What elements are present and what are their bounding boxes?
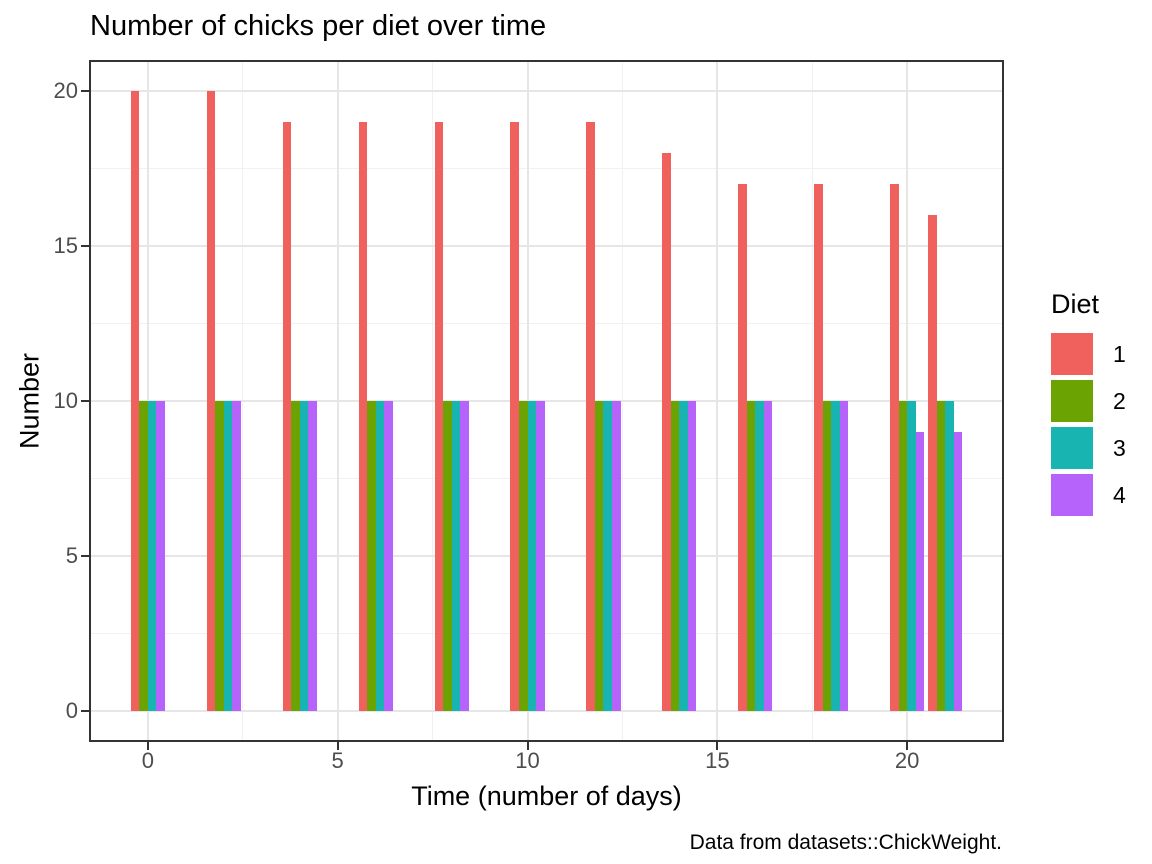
y-tick-mark xyxy=(81,245,89,247)
bar-diet-2-time-10 xyxy=(518,401,528,711)
bar-diet-4-time-14 xyxy=(687,401,697,711)
legend-label-diet-4: 4 xyxy=(1113,481,1126,508)
y-tick-mark xyxy=(81,555,89,557)
gridline-major-horizontal xyxy=(89,400,1004,402)
legend-label-diet-2: 2 xyxy=(1113,387,1126,414)
bar-diet-2-time-20 xyxy=(898,401,908,711)
bar-diet-1-time-10 xyxy=(510,122,519,711)
legend-swatch-diet-4 xyxy=(1051,474,1093,516)
bar-diet-2-time-4 xyxy=(291,401,300,711)
x-tick-mark xyxy=(906,742,909,750)
bar-diet-1-time-21 xyxy=(928,215,937,711)
bar-diet-2-time-2 xyxy=(215,401,224,711)
gridline-minor-horizontal xyxy=(89,478,1004,479)
bar-diet-4-time-2 xyxy=(232,401,241,711)
bar-diet-1-time-14 xyxy=(662,153,671,711)
legend-swatch-diet-3 xyxy=(1051,427,1093,469)
legend-items: 1 2 3 4 xyxy=(1051,333,1126,516)
bar-diet-3-time-8 xyxy=(451,401,461,711)
bar-diet-4-time-6 xyxy=(384,401,393,711)
bar-diet-3-time-14 xyxy=(679,401,688,711)
legend-swatch-diet-1 xyxy=(1051,333,1093,375)
bar-diet-1-time-2 xyxy=(206,91,216,711)
x-tick-mark xyxy=(146,742,149,750)
bar-diet-3-time-4 xyxy=(299,401,309,711)
gridline-major-horizontal xyxy=(89,90,1004,92)
y-tick-label: 5 xyxy=(65,543,78,568)
bar-diet-4-time-18 xyxy=(839,401,849,711)
plot-title: Number of chicks per diet over time xyxy=(90,10,547,42)
bar-diet-2-time-16 xyxy=(746,401,756,711)
bar-diet-1-time-18 xyxy=(814,184,823,711)
bar-diet-3-time-20 xyxy=(907,401,916,711)
caption: Data from datasets::ChickWeight. xyxy=(689,831,1002,854)
bar-diet-3-time-10 xyxy=(527,401,537,711)
legend-label-diet-1: 1 xyxy=(1113,340,1126,367)
legend-item-diet-1: 1 xyxy=(1051,333,1126,375)
y-tick-label: 10 xyxy=(53,388,78,413)
y-tick-mark xyxy=(81,400,89,402)
bar-diet-4-time-0 xyxy=(156,401,165,711)
legend-item-diet-4: 4 xyxy=(1051,474,1126,516)
legend-swatch-diet-2 xyxy=(1051,380,1093,422)
x-axis-title: Time (number of days) xyxy=(411,781,682,811)
gridline-minor-horizontal xyxy=(89,633,1004,634)
bar-diet-4-time-16 xyxy=(763,401,773,711)
y-axis-title: Number xyxy=(14,352,45,450)
bar-diet-3-time-16 xyxy=(755,401,764,711)
bar-diet-3-time-21 xyxy=(945,401,954,711)
bar-diet-3-time-18 xyxy=(831,401,840,711)
gridline-minor-horizontal xyxy=(89,323,1004,324)
y-tick-label: 0 xyxy=(65,698,78,723)
legend-item-diet-2: 2 xyxy=(1051,380,1126,422)
y-tick-label: 20 xyxy=(53,78,78,103)
gridline-major-horizontal xyxy=(89,555,1004,557)
bar-diet-3-time-6 xyxy=(375,401,385,711)
bar-diet-2-time-0 xyxy=(139,401,148,711)
bar-diet-2-time-6 xyxy=(367,401,376,711)
bar-diet-1-time-6 xyxy=(358,122,368,711)
gridline-major-horizontal xyxy=(89,245,1004,247)
bar-diet-2-time-18 xyxy=(822,401,832,711)
bar-diet-4-time-12 xyxy=(611,401,621,711)
legend-label-diet-3: 3 xyxy=(1113,434,1126,461)
x-tick-mark xyxy=(526,742,529,750)
bar-diet-2-time-12 xyxy=(594,401,604,711)
bar-diet-2-time-8 xyxy=(443,401,452,711)
bar-diet-4-time-20 xyxy=(915,432,925,711)
bar-diet-3-time-12 xyxy=(603,401,612,711)
gridline-major-horizontal xyxy=(89,710,1004,712)
legend-title: Diet xyxy=(1051,289,1100,319)
x-tick-mark xyxy=(716,742,719,750)
x-tick-label: 20 xyxy=(894,748,920,773)
bar-diet-4-time-8 xyxy=(460,401,469,711)
bar-diet-4-time-4 xyxy=(308,401,317,711)
y-tick-mark xyxy=(81,710,89,712)
bar-diet-1-time-8 xyxy=(434,122,444,711)
x-tick-mark xyxy=(336,742,339,750)
y-tick-label: 15 xyxy=(53,233,78,258)
bar-diet-2-time-21 xyxy=(936,401,946,711)
gridline-minor-horizontal xyxy=(89,168,1004,169)
plot-panel xyxy=(89,60,1004,742)
x-tick-label: 0 xyxy=(141,748,154,773)
x-tick-label: 10 xyxy=(515,748,540,773)
bar-diet-4-time-10 xyxy=(536,401,545,711)
bar-diet-1-time-16 xyxy=(738,184,747,711)
bar-diet-3-time-2 xyxy=(223,401,233,711)
bar-diet-4-time-21 xyxy=(953,432,963,711)
x-tick-label: 5 xyxy=(331,748,344,773)
legend: Diet 1 2 3 4 xyxy=(1051,290,1126,521)
bar-diet-2-time-14 xyxy=(670,401,680,711)
y-tick-mark xyxy=(81,90,89,92)
bar-diet-1-time-12 xyxy=(586,122,595,711)
legend-item-diet-3: 3 xyxy=(1051,427,1126,469)
bar-diet-3-time-0 xyxy=(147,401,157,711)
bar-diet-1-time-4 xyxy=(282,122,292,711)
x-tick-label: 15 xyxy=(705,748,730,773)
bar-diet-1-time-20 xyxy=(890,184,899,711)
bar-diet-1-time-0 xyxy=(130,91,140,711)
